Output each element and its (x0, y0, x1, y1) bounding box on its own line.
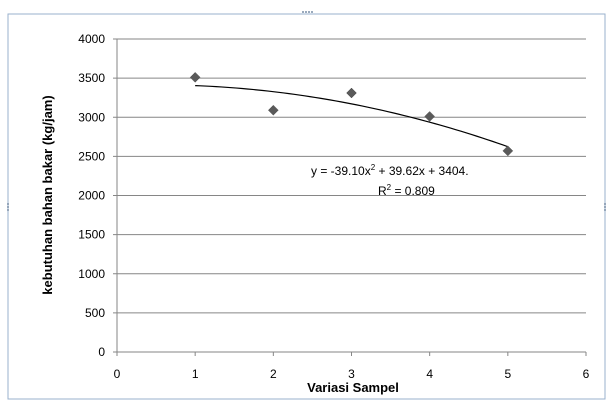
y-tick-label: 1500 (78, 228, 105, 242)
y-tick-label: 0 (98, 345, 105, 359)
data-point (346, 87, 357, 99)
y-tick-label: 2500 (78, 149, 105, 163)
y-tick-label: 1000 (78, 267, 105, 281)
trendline (195, 85, 509, 148)
x-axis-title: Variasi Sampel (307, 380, 399, 395)
y-tick-label: 3000 (78, 110, 105, 124)
x-tick-label: 3 (348, 367, 355, 381)
r-squared-label: R2 = 0.809 (378, 183, 435, 198)
data-point (267, 104, 279, 116)
y-tick-label: 500 (85, 306, 105, 320)
y-axis-title: kebutuhan bahan bakar (kg/jam) (40, 95, 55, 294)
y-tick-label: 4000 (78, 32, 105, 46)
data-point (502, 145, 514, 157)
x-tick-label: 1 (192, 367, 199, 381)
x-tick-label: 5 (504, 367, 511, 381)
data-point (424, 111, 436, 122)
x-tick-label: 4 (426, 367, 433, 381)
y-tick-label: 2000 (78, 189, 105, 203)
x-tick-label: 2 (270, 367, 277, 381)
trendline-equation: y = -39.10x2 + 39.62x + 3404. (311, 163, 469, 178)
x-tick-label: 0 (114, 367, 121, 381)
data-point (189, 71, 201, 83)
y-tick-label: 3500 (78, 71, 105, 85)
left-resize-handle[interactable] (7, 203, 9, 211)
x-tick-label: 6 (583, 367, 590, 381)
plot-area: 0 500 1000 1500 2000 2500 3000 3500 4000 0 1 2 3 4 5 6 (78, 32, 589, 381)
right-resize-handle[interactable] (604, 203, 606, 211)
top-resize-handle[interactable] (302, 11, 313, 13)
